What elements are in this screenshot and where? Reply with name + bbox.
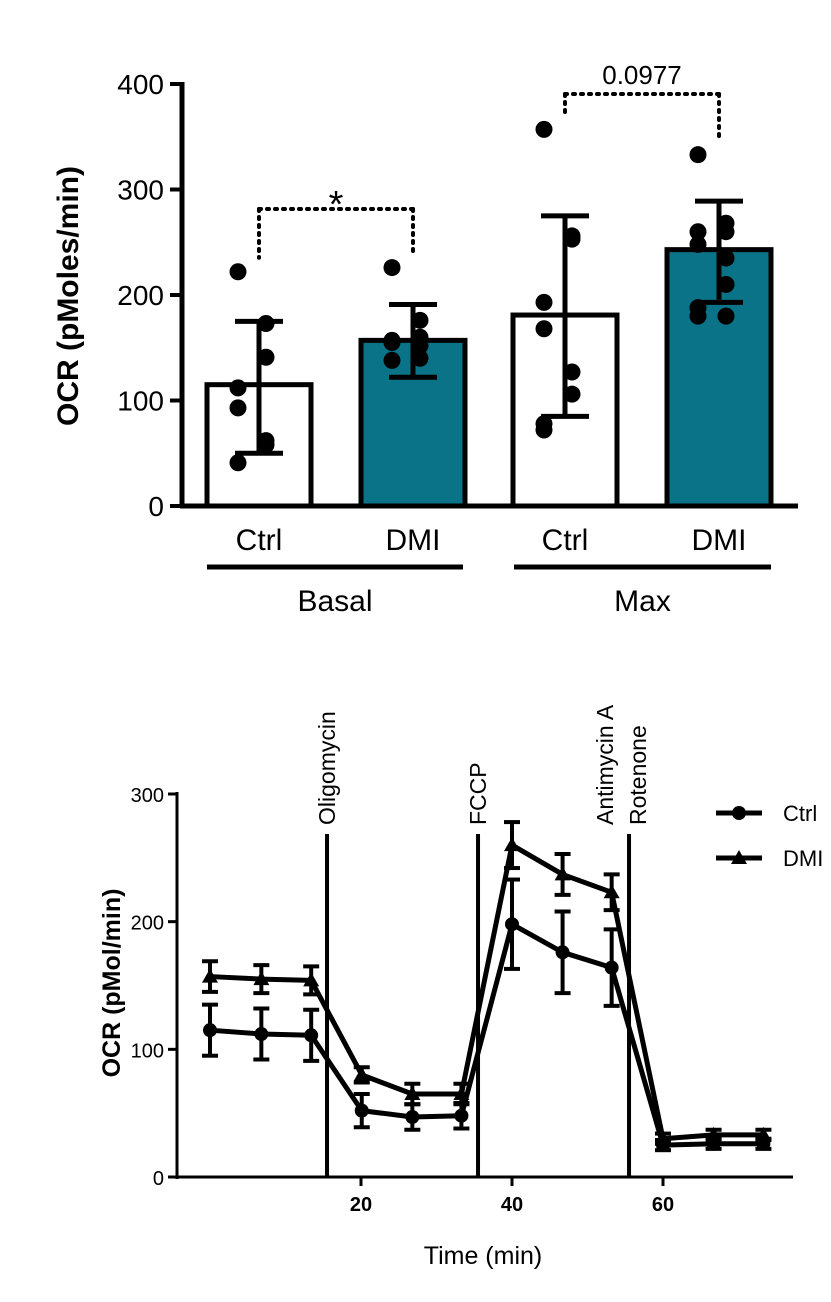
data-point: [257, 314, 275, 332]
data-point: [535, 120, 553, 138]
data-point: [257, 436, 275, 454]
line-x-tick-label: 40: [501, 1194, 523, 1216]
line-point-circle: [604, 960, 619, 975]
legend-marker-triangle: [731, 850, 747, 864]
data-point: [717, 249, 735, 267]
legend-label: Ctrl: [783, 801, 817, 826]
line-point-circle: [505, 917, 519, 932]
data-point: [689, 146, 707, 164]
bar-category-label: Ctrl: [542, 524, 589, 557]
series-line-dmi: [209, 842, 764, 1142]
data-point: [717, 307, 735, 325]
line-y-axis-title: OCR (pMol/min): [98, 889, 126, 1078]
line-chart: OCR (pMol/min) Time (min) 0 100 200 300 20 40…: [98, 704, 824, 1270]
data-point: [229, 379, 247, 397]
line-point-triangle: [755, 1126, 772, 1141]
data-point: [535, 293, 553, 311]
data-point: [383, 333, 401, 351]
data-point: [717, 223, 735, 241]
comparison-label: 0.0977: [602, 60, 682, 90]
bar-category-label: DMI: [692, 524, 747, 557]
line-point-circle: [555, 945, 570, 960]
data-point: [383, 351, 401, 369]
data-point: [563, 363, 581, 381]
data-point: [411, 311, 429, 329]
data-point: [229, 263, 247, 281]
line-x-axis-title: Time (min): [424, 1242, 543, 1270]
comparison-label: *: [329, 184, 344, 226]
data-point: [689, 235, 707, 253]
line-plot-area: 0 100 200 300 20 40 60 Oligomycin FCCP Antimycin …: [131, 704, 824, 1216]
line-point-circle: [454, 1108, 469, 1123]
line-point-triangle: [253, 971, 270, 986]
data-point: [689, 307, 707, 325]
data-point: [229, 399, 247, 417]
line-x-tick-label: 20: [350, 1194, 372, 1216]
legend-marker-circle: [732, 806, 746, 820]
data-point: [717, 275, 735, 293]
bar-category-label: Ctrl: [236, 524, 283, 557]
line-point-triangle: [404, 1086, 421, 1101]
injection-label: Oligomycin: [314, 711, 340, 825]
series-line-ctrl: [209, 921, 764, 1148]
bar-group-label: Basal: [297, 585, 372, 618]
injection-label: Rotenone: [625, 725, 651, 825]
bar-group-label: Max: [614, 585, 671, 618]
data-point: [411, 349, 429, 367]
line-y-tick-label: 300: [131, 785, 164, 807]
data-point: [257, 348, 275, 366]
bar-chart: OCR (pMoles/min) 0 100 200 300 400 Basal Ctrl D…: [52, 60, 798, 618]
bar-y-axis-title: OCR (pMoles/min): [52, 166, 85, 426]
bar-y-tick-label: 200: [117, 280, 164, 311]
line-point-triangle: [554, 866, 571, 881]
bar-y-tick-label: 0: [148, 491, 164, 522]
line-y-tick-label: 100: [131, 1040, 164, 1062]
line-point-triangle: [453, 1086, 470, 1101]
legend-label: DMI: [783, 846, 823, 871]
line-point-triangle: [202, 968, 218, 983]
line-x-tick-label: 60: [652, 1194, 674, 1216]
bar-y-tick-label: 300: [117, 175, 164, 206]
line-point-circle: [405, 1109, 420, 1124]
data-point: [383, 259, 401, 277]
data-point: [229, 454, 247, 472]
line-point-triangle: [655, 1130, 671, 1145]
line-point-circle: [203, 1023, 217, 1038]
line-point-triangle: [303, 972, 320, 987]
data-point: [689, 223, 707, 241]
line-point-triangle: [504, 837, 520, 852]
data-point: [411, 337, 429, 355]
data-point: [535, 415, 553, 433]
bar-plot-area: 0 100 200 300 400 Basal Ctrl DMI * Max Ctrl DMI 0.09…: [117, 60, 798, 618]
data-point: [535, 320, 553, 338]
data-point: [563, 230, 581, 248]
data-point: [563, 385, 581, 403]
line-y-tick-label: 0: [153, 1168, 164, 1190]
line-point-circle: [354, 1103, 369, 1118]
bar-y-tick-label: 400: [117, 69, 164, 100]
injection-label: Antimycin A: [592, 704, 618, 825]
bar-category-label: DMI: [386, 524, 441, 557]
bar-y-tick-label: 100: [117, 386, 164, 417]
injection-label: FCCP: [465, 762, 491, 825]
line-point-triangle: [603, 884, 620, 899]
line-point-triangle: [353, 1066, 370, 1081]
line-point-triangle: [705, 1126, 722, 1141]
line-point-circle: [304, 1028, 319, 1043]
line-point-circle: [254, 1027, 269, 1042]
line-y-tick-label: 200: [131, 913, 164, 935]
